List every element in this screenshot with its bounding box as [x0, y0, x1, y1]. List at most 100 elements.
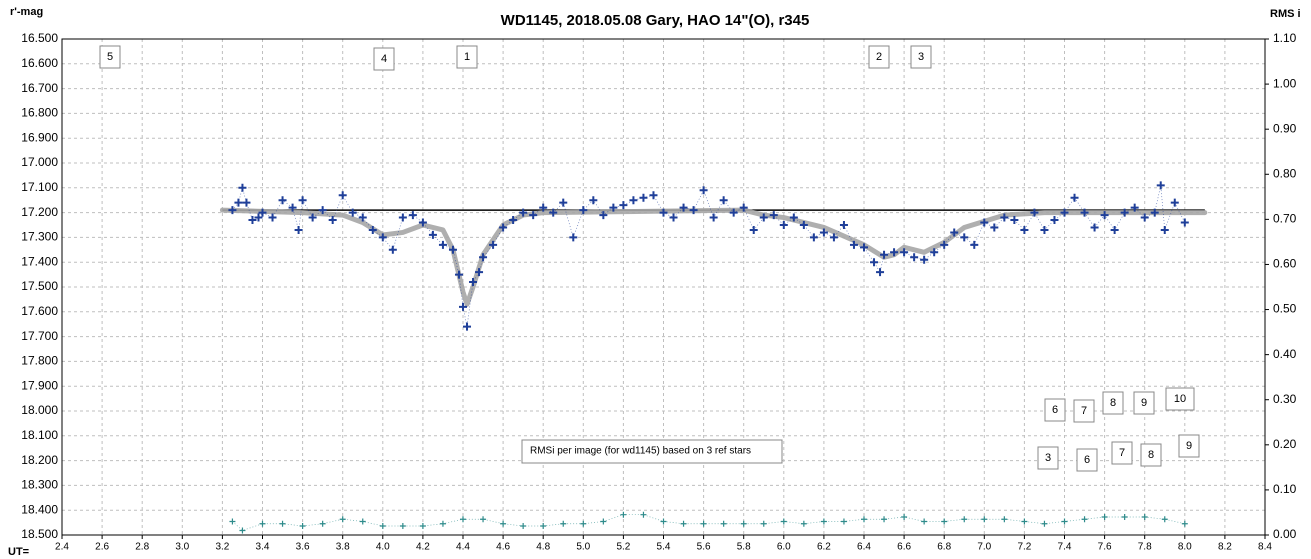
point-connector: [232, 185, 1186, 327]
data-point: [258, 208, 267, 217]
data-point: [1010, 216, 1019, 225]
data-point: [318, 206, 327, 215]
data-point: [729, 208, 738, 217]
data-point: [799, 221, 808, 229]
chart-title: WD1145, 2018.05.08 Gary, HAO 14"(O), r34…: [501, 12, 810, 29]
data-point: [1020, 225, 1029, 234]
data-point: [699, 186, 708, 195]
x-tick-label: 7.2: [1017, 542, 1031, 553]
annotation: 10: [1165, 387, 1195, 411]
data-point: [500, 520, 507, 527]
x-tick-label: 7.4: [1058, 542, 1072, 553]
data-point: [800, 520, 807, 527]
x-tick-label: 8.0: [1178, 542, 1192, 553]
data-point: [580, 520, 587, 527]
data-point: [861, 516, 867, 523]
data-point: [900, 248, 909, 257]
x-tick-label: 3.0: [175, 542, 189, 553]
x-tick-label: 6.4: [857, 542, 871, 553]
data-point: [339, 516, 346, 523]
data-point: [439, 520, 446, 527]
data-point: [1090, 223, 1099, 232]
annotation-box: [1076, 448, 1098, 472]
data-point: [659, 208, 668, 217]
data-point: [719, 196, 728, 205]
data-point: [759, 213, 768, 222]
annotation-box: [1140, 443, 1162, 467]
y2-tick-label: 0.60: [1273, 257, 1297, 271]
data-point: [469, 278, 478, 287]
data-point: [780, 518, 787, 525]
data-point: [463, 322, 472, 331]
data-point: [1140, 213, 1149, 222]
y-tick-label: 17.000: [21, 155, 58, 169]
x-tick-label: 6.2: [817, 542, 831, 553]
data-point: [689, 206, 698, 215]
y2-tick-label: 1.10: [1273, 31, 1297, 45]
x-tick-label: 3.4: [256, 542, 270, 553]
annotation-text: 3: [918, 51, 924, 63]
annotation-box: [456, 45, 478, 69]
y2-tick-label: 0.20: [1273, 437, 1297, 451]
data-point: [308, 213, 317, 222]
y-tick-label: 16.700: [21, 81, 58, 95]
annotation-text: 1: [464, 51, 470, 63]
annotation: 3: [1037, 446, 1059, 470]
data-point: [1181, 520, 1188, 527]
data-point: [479, 253, 488, 262]
data-point: [408, 211, 417, 220]
data-point: [242, 198, 251, 207]
data-point: [930, 248, 939, 257]
data-point: [1040, 225, 1049, 234]
data-point: [820, 518, 827, 525]
data-point: [849, 240, 858, 249]
y2-tick-label: 0.30: [1273, 392, 1297, 406]
data-point: [819, 228, 828, 237]
y-tick-label: 17.600: [21, 304, 58, 318]
x-tick-label: 8.2: [1218, 542, 1232, 553]
y2-tick-label: 0.80: [1273, 166, 1297, 180]
annotation-box: [1178, 434, 1200, 458]
annotation-text: 6: [1052, 404, 1058, 416]
data-point: [910, 253, 919, 262]
data-point: [839, 221, 848, 229]
y-tick-label: 17.300: [21, 230, 58, 244]
data-point: [1030, 208, 1039, 217]
data-point: [419, 522, 426, 529]
data-point: [639, 193, 648, 202]
y2-tick-label: 1.00: [1273, 76, 1297, 90]
data-point: [679, 203, 688, 212]
data-point: [399, 522, 406, 529]
data-point: [359, 518, 366, 525]
annotation-text: 3: [1045, 452, 1051, 464]
data-point: [961, 516, 968, 523]
data-point: [279, 520, 286, 527]
x-tick-label: 3.2: [215, 542, 229, 553]
data-point: [660, 518, 667, 525]
y-tick-label: 17.500: [21, 279, 58, 293]
annotation-box: [1133, 391, 1155, 415]
annotation-box: [1073, 399, 1095, 423]
annotation: 7: [1073, 399, 1095, 423]
x-tick-label: 6.6: [897, 542, 911, 553]
annotation-box: [1102, 391, 1124, 415]
data-point: [779, 221, 788, 229]
data-point: [829, 233, 838, 242]
data-point: [368, 225, 377, 234]
annotation-box: [1037, 446, 1059, 470]
data-point: [970, 240, 979, 249]
data-point: [1101, 513, 1108, 520]
data-point: [1041, 520, 1048, 527]
annotation: 9: [1178, 434, 1200, 458]
y-tick-label: 18.300: [21, 478, 58, 492]
x-tick-label: 7.8: [1138, 542, 1152, 553]
data-point: [428, 230, 437, 239]
data-point: [229, 518, 236, 525]
annotation: 8: [1102, 391, 1124, 415]
data-point: [509, 216, 518, 225]
annotation-text: 7: [1081, 405, 1087, 417]
data-point: [599, 211, 608, 220]
x-tick-label: 6.0: [777, 542, 791, 553]
data-point: [760, 520, 767, 527]
